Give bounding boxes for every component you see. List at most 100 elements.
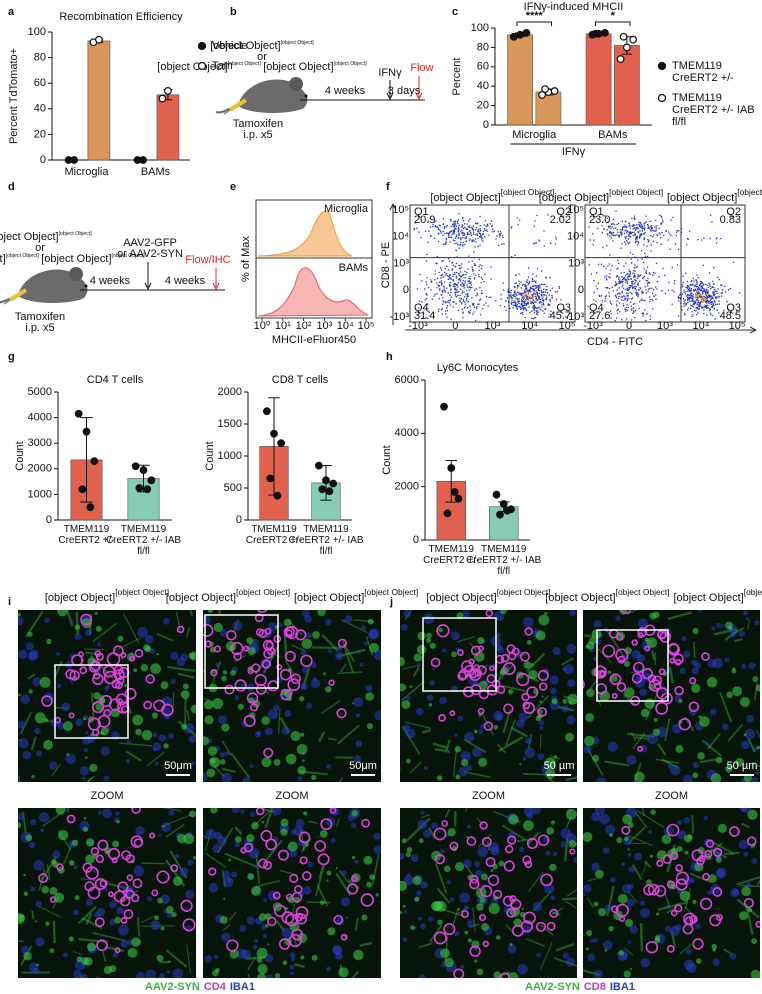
green-cell <box>262 821 265 824</box>
blue-cell <box>374 711 384 721</box>
flow-event <box>697 288 698 289</box>
flow-event <box>616 300 617 301</box>
flow-event <box>646 313 647 314</box>
blue-cell <box>180 653 188 661</box>
flow-event <box>442 300 443 301</box>
flow-event <box>454 229 455 230</box>
flow-event <box>690 308 691 309</box>
flow-event <box>453 226 454 227</box>
blue-cell <box>282 726 290 734</box>
flow-event <box>618 296 619 297</box>
blue-cell <box>158 834 161 837</box>
flow-event <box>455 303 456 304</box>
flow-event <box>525 285 526 286</box>
flow-event <box>633 270 634 271</box>
flow-event <box>481 237 482 238</box>
flow-event <box>739 292 740 293</box>
flow-event <box>651 288 652 289</box>
blue-cell <box>214 832 222 840</box>
flow-event <box>455 250 456 251</box>
green-cell <box>696 958 701 963</box>
flow-event <box>645 286 646 287</box>
green-cell <box>183 683 189 689</box>
flow-event <box>689 288 690 289</box>
flow-event <box>701 281 702 282</box>
flow-event <box>466 284 467 285</box>
flow-event <box>507 297 508 298</box>
flow-event <box>526 292 527 293</box>
data-point <box>455 495 462 502</box>
green-cell <box>618 894 628 904</box>
data-point <box>79 486 86 493</box>
flow-event <box>485 302 486 303</box>
flow-event <box>608 292 609 293</box>
flow-event <box>677 230 678 231</box>
data-point <box>517 31 524 38</box>
flow-event <box>691 288 692 289</box>
flow-event <box>518 306 519 307</box>
blue-cell <box>591 863 599 871</box>
green-cell <box>352 856 355 859</box>
green-cell <box>204 715 213 724</box>
flow-event <box>545 308 546 309</box>
blue-cell <box>417 663 421 667</box>
flow-event <box>685 300 686 301</box>
flow-event <box>534 301 535 302</box>
flow-event <box>718 296 719 297</box>
green-cell <box>688 835 693 840</box>
green-process <box>692 815 693 834</box>
flow-event <box>475 275 476 276</box>
blue-cell <box>35 937 44 946</box>
flow-event <box>490 297 491 298</box>
flow-event <box>659 232 660 233</box>
flow-event <box>724 286 725 287</box>
green-cell <box>546 827 554 835</box>
flow-event <box>694 310 695 311</box>
flow-event <box>604 300 605 301</box>
flow-event <box>636 289 637 290</box>
flow-event <box>462 309 463 310</box>
flow-event <box>707 285 708 286</box>
flow-event <box>426 293 427 294</box>
blue-cell <box>498 647 505 654</box>
green-cell <box>163 825 165 827</box>
green-cell <box>41 886 48 893</box>
micrograph <box>200 779 395 994</box>
green-cell <box>474 730 478 734</box>
flow-event <box>515 293 516 294</box>
flow-event <box>691 311 692 312</box>
green-cell <box>143 644 150 651</box>
flow-event <box>470 278 471 279</box>
blue-cell <box>250 811 256 817</box>
flow-event <box>501 244 502 245</box>
blue-cell <box>356 713 360 717</box>
flow-event <box>639 231 640 232</box>
flow-event <box>616 276 617 277</box>
green-cell <box>157 898 163 904</box>
green-cell <box>410 685 413 688</box>
flow-event <box>518 298 519 299</box>
flow-event <box>648 225 649 226</box>
flow-event <box>625 226 626 227</box>
green-cell <box>204 700 213 709</box>
flow-event <box>694 297 695 298</box>
flow-event <box>708 303 709 304</box>
flow-event <box>630 252 631 253</box>
blue-cell <box>573 857 579 863</box>
magenta-cell <box>276 599 280 603</box>
flow-event <box>713 293 714 294</box>
flow-event <box>627 288 628 289</box>
green-cell <box>246 834 254 842</box>
flow-event <box>483 305 484 306</box>
flow-event <box>592 244 593 245</box>
blue-cell <box>127 739 131 743</box>
green-cell <box>455 746 461 752</box>
flow-event <box>644 227 645 228</box>
flow-event <box>528 283 529 284</box>
green-cell <box>181 690 190 699</box>
flow-event <box>621 296 622 297</box>
blue-cell <box>517 964 528 975</box>
green-cell <box>320 900 325 905</box>
flow-event <box>705 293 706 294</box>
flow-event <box>696 291 697 292</box>
